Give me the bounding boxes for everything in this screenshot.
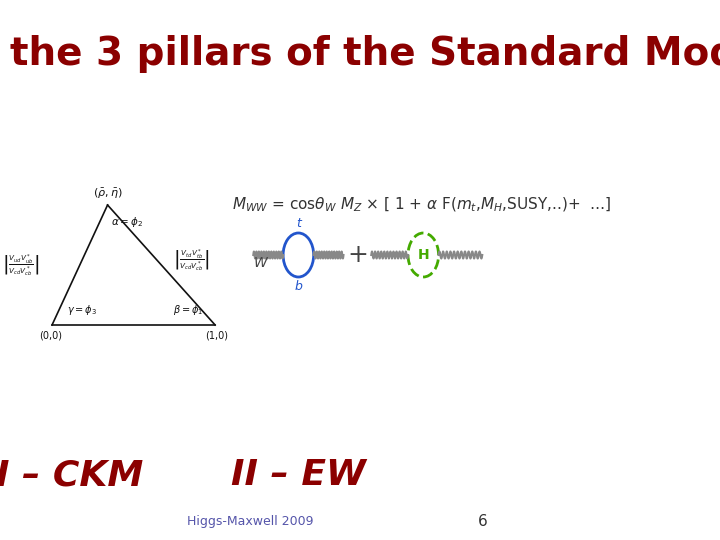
Text: Higgs-Maxwell 2009: Higgs-Maxwell 2009 [186,516,313,529]
Text: +: + [347,243,368,267]
Text: $\beta = \phi_1$: $\beta = \phi_1$ [174,303,204,317]
Text: $(\bar{\rho},\bar{\eta})$: $(\bar{\rho},\bar{\eta})$ [93,187,122,201]
Text: (1,0): (1,0) [205,330,228,340]
Text: $M_{WW}$ = cos$\theta_W$ $M_Z$ $\times$ [ 1 + $\alpha$ F($m_t$,$M_H$,SUSY,..)+  : $M_{WW}$ = cos$\theta_W$ $M_Z$ $\times$ … [233,196,612,214]
Text: II – EW: II – EW [231,458,366,492]
Text: $\alpha = \phi_2$: $\alpha = \phi_2$ [111,215,143,229]
Text: 6: 6 [477,515,487,530]
Text: H: H [418,248,429,262]
Text: I – CKM: I – CKM [0,458,143,492]
Text: $\gamma = \phi_3$: $\gamma = \phi_3$ [67,303,97,317]
Text: (0,0): (0,0) [39,330,62,340]
Text: $\left|\frac{V_{td}V_{tb}^*}{V_{cd}V_{cb}^*}\right|$: $\left|\frac{V_{td}V_{tb}^*}{V_{cd}V_{cb… [174,247,210,273]
Text: $\left|\frac{V_{ud}V_{ub}^*}{V_{cd}V_{cb}^*}\right|$: $\left|\frac{V_{ud}V_{ub}^*}{V_{cd}V_{cb… [2,252,40,278]
Text: W: W [253,256,267,270]
Text: t: t [296,217,301,230]
Text: b: b [294,280,302,293]
Text: the 3 pillars of the Standard Model: the 3 pillars of the Standard Model [10,35,720,73]
